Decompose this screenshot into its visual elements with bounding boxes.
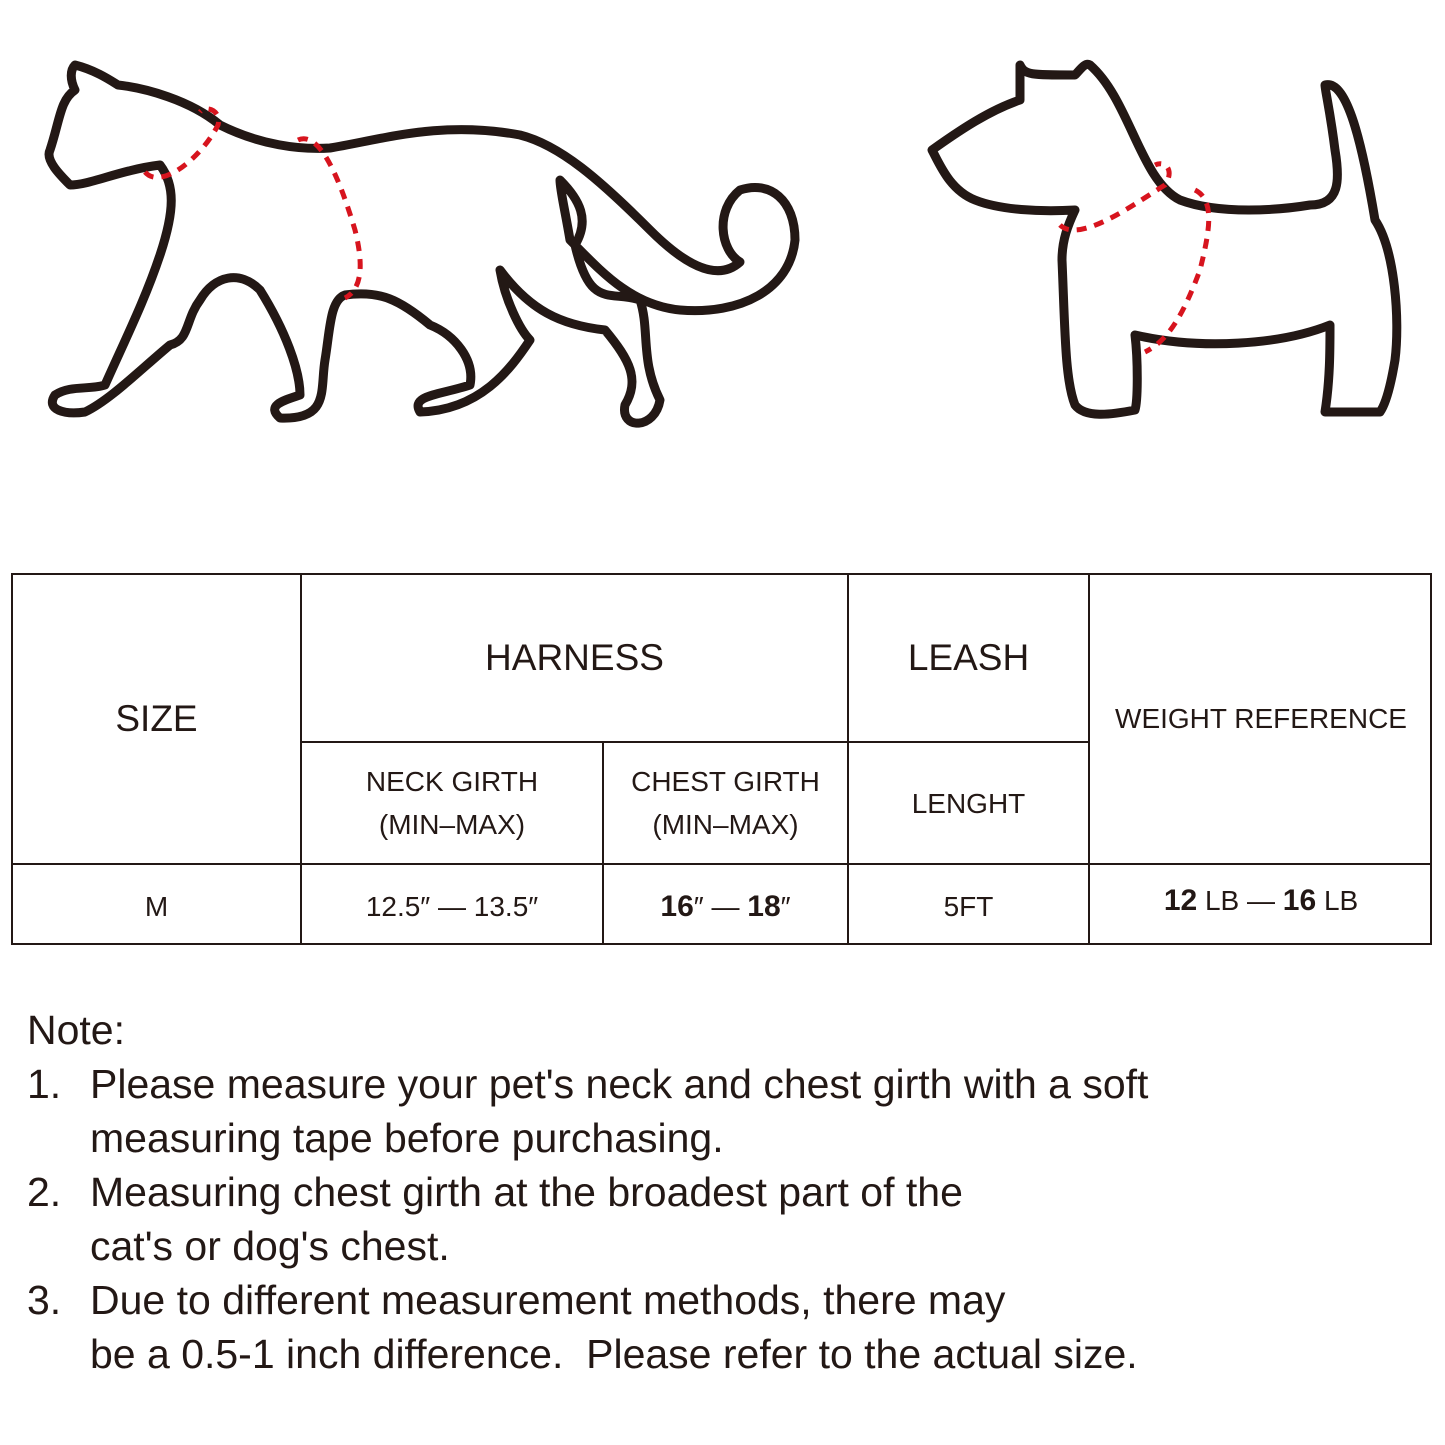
divider [1088,575,1090,943]
header-neck-girth: NECK GIRTH (MIN–MAX) [302,743,602,863]
note-number: 1. [27,1061,62,1107]
divider [300,741,1090,743]
pet-illustrations [44,59,1402,428]
note-line: be a 0.5-1 inch difference. Please refer… [90,1331,1138,1377]
cell-weight: 12 LB — 16 LB [1090,865,1432,943]
note-item: 1. Please measure your pet's neck and ch… [27,1057,1148,1165]
inch-mark: ″ [780,891,791,922]
dash: — [1239,885,1283,916]
note-line: Measuring chest girth at the broadest pa… [90,1169,963,1215]
inch-mark: ″ [693,891,704,922]
header-size: SIZE [115,698,198,739]
dash: — [703,891,748,922]
weight-max: 16 [1282,884,1317,917]
cat-outline [44,60,800,428]
cell-size: M [144,891,169,922]
dog-outline [927,59,1402,419]
divider [602,741,604,943]
note-number: 2. [27,1169,62,1215]
note-line: cat's or dog's chest. [90,1223,450,1269]
note-item: 2. Measuring chest girth at the broadest… [27,1165,1148,1273]
weight-unit: LB [1323,885,1359,916]
divider [13,863,1430,865]
header-chest-girth: CHEST GIRTH (MIN–MAX) [604,743,847,863]
note-line: Please measure your pet's neck and chest… [90,1061,1149,1107]
header-weight: WEIGHT REFERENCE [1115,703,1407,734]
chest-min: 16 [660,890,694,923]
cat-measure-lines [143,106,363,301]
weight-unit: LB [1204,885,1240,916]
dog-measure-lines [1058,161,1212,355]
divider [847,575,849,943]
cell-neck: 12.5″ — 13.5″ [365,891,539,922]
note-number: 3. [27,1277,62,1323]
size-table: SIZE HARNESS LEASH WEIGHT REFERENCE NECK… [11,573,1432,945]
header-harness: HARNESS [485,637,664,678]
notes: Note: 1. Please measure your pet's neck … [27,1003,1148,1381]
note-item: 3. Due to different measurement methods,… [27,1273,1148,1381]
cell-length: 5FT [943,891,994,922]
chest-girth-range: (MIN–MAX) [652,809,799,840]
header-leash: LEASH [907,637,1030,678]
neck-girth-range: (MIN–MAX) [378,809,526,840]
header-length: LENGHT [911,787,1026,819]
notes-title: Note: [27,1007,125,1053]
cell-chest: 16 ″ — 18 ″ [604,865,847,943]
neck-girth-label: NECK GIRTH [365,766,539,797]
chest-max: 18 [747,890,781,923]
weight-min: 12 [1163,884,1198,917]
note-line: measuring tape before purchasing. [90,1115,724,1161]
note-line: Due to different measurement methods, th… [90,1277,1006,1323]
chest-girth-label: CHEST GIRTH [631,766,820,797]
divider [300,575,302,943]
